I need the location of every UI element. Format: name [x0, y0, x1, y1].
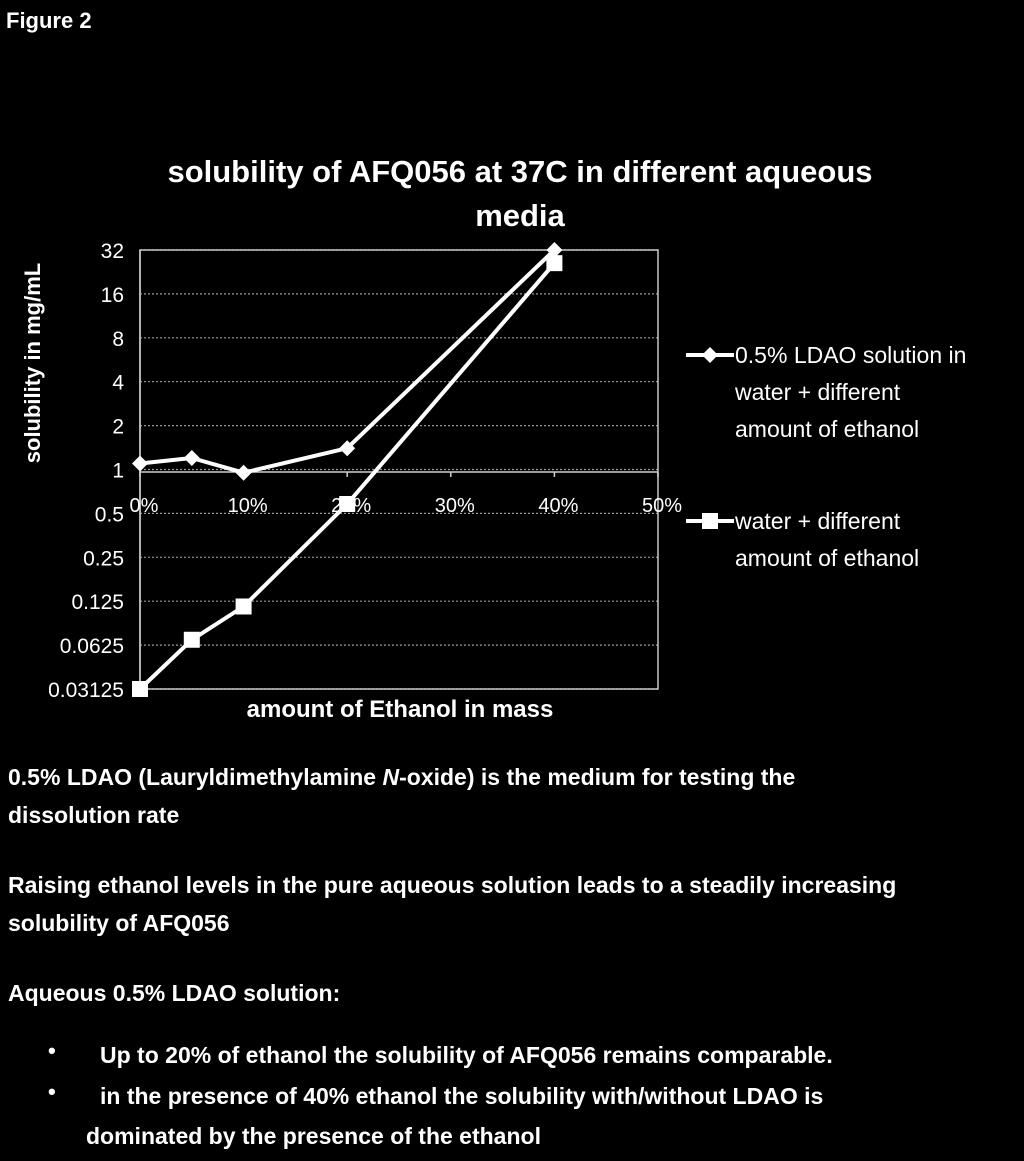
x-tick-label-5: 50%: [642, 495, 682, 517]
note-ethanol-levels: Raising ethanol levels in the pure aqueo…: [8, 866, 1018, 942]
y-tick-label-6: 0.5: [95, 503, 124, 526]
series-1-point-3: [339, 495, 356, 512]
legend-ldao-line-3: amount of ethanol: [735, 416, 920, 442]
series-0-point-1: [183, 449, 200, 466]
series-0-point-0: [132, 455, 148, 472]
legend-water-line-1: water + different: [735, 508, 901, 534]
chart-plot: 32 16 8 4 2 1 0.5 0.25 0.125 0.0625 0.03125 0% 10% 2…: [48, 240, 734, 702]
figure-label: Figure 2: [6, 8, 92, 33]
y-tick-label-0: 32: [101, 240, 124, 263]
x-axis-layer: 0%10%20%30%40%50%: [130, 471, 682, 517]
series-line-0: [139, 248, 556, 475]
bullet-2-text-line-1: in the presence of 40% ethanol the solub…: [100, 1083, 824, 1109]
note-aqueous-heading: Aqueous 0.5% LDAO solution:: [8, 980, 341, 1006]
bullet-2-text-line-2: dominated by the presence of the ethanol: [86, 1123, 541, 1149]
note-ethanol-line-1: Raising ethanol levels in the pure aqueo…: [8, 872, 897, 898]
legend-entry-water: water + different amount of ethanol: [735, 503, 1020, 577]
legend-entry-ldao: 0.5% LDAO solution in water + different …: [735, 337, 1020, 448]
series-0-point-2: [235, 464, 252, 481]
legend-marker-square: [702, 513, 718, 529]
y-tick-label-3: 4: [112, 372, 124, 395]
bullet-2-dot: •: [48, 1079, 56, 1104]
series-1-point-0: [132, 681, 148, 697]
legend-water-line-2: amount of ethanol: [735, 545, 920, 571]
y-tick-label-7: 0.25: [83, 547, 124, 570]
series-0-point-3: [339, 440, 356, 457]
x-tick-label-1: 10%: [228, 495, 268, 517]
legend-layer: [686, 347, 734, 529]
note-ldao-line-2: dissolution rate: [8, 802, 180, 828]
y-tick-label-9: 0.0625: [60, 635, 124, 658]
x-tick-label-0: 0%: [130, 495, 159, 517]
legend-marker-diamond: [702, 347, 718, 363]
x-tick-label-3: 30%: [435, 495, 475, 517]
series-layer: [132, 242, 563, 697]
bullet-1-text: Up to 20% of ethanol the solubility of A…: [100, 1042, 833, 1068]
note-ldao-medium: 0.5% LDAO (Lauryldimethylamine N-oxide) …: [8, 758, 1018, 834]
x-tick-label-4: 40%: [538, 495, 578, 517]
note-ldao-b: -oxide) is the medium for testing the: [399, 764, 796, 790]
chart-title: solubility of AFQ056 at 37C in different…: [167, 154, 873, 233]
series-0-point-4: [546, 242, 563, 258]
y-tick-label-4: 2: [112, 416, 124, 439]
x-axis-label: amount of Ethanol in mass: [246, 696, 554, 723]
series-1-point-1: [183, 631, 200, 648]
y-tick-label-1: 16: [101, 284, 124, 307]
y-tick-label-5: 1: [112, 460, 124, 483]
bullet-1-dot: •: [48, 1038, 56, 1063]
legend-ldao-line-2: water + different: [735, 379, 901, 405]
y-tick-label-10: 0.03125: [48, 679, 124, 702]
legend-ldao-line-1: 0.5% LDAO solution in: [735, 342, 967, 368]
y-tick-label-2: 8: [112, 328, 124, 351]
series-1-point-4: [546, 255, 563, 272]
y-tick-labels: 32 16 8 4 2 1 0.5 0.25 0.125 0.0625 0.03125: [48, 240, 124, 702]
series-1-point-2: [235, 598, 252, 615]
note-ethanol-line-2: solubility of AFQ056: [8, 910, 230, 936]
note-ldao-a: 0.5% LDAO (Lauryldimethylamine: [8, 764, 383, 790]
y-tick-label-8: 0.125: [71, 591, 124, 614]
note-ldao-italic: N: [382, 764, 400, 790]
